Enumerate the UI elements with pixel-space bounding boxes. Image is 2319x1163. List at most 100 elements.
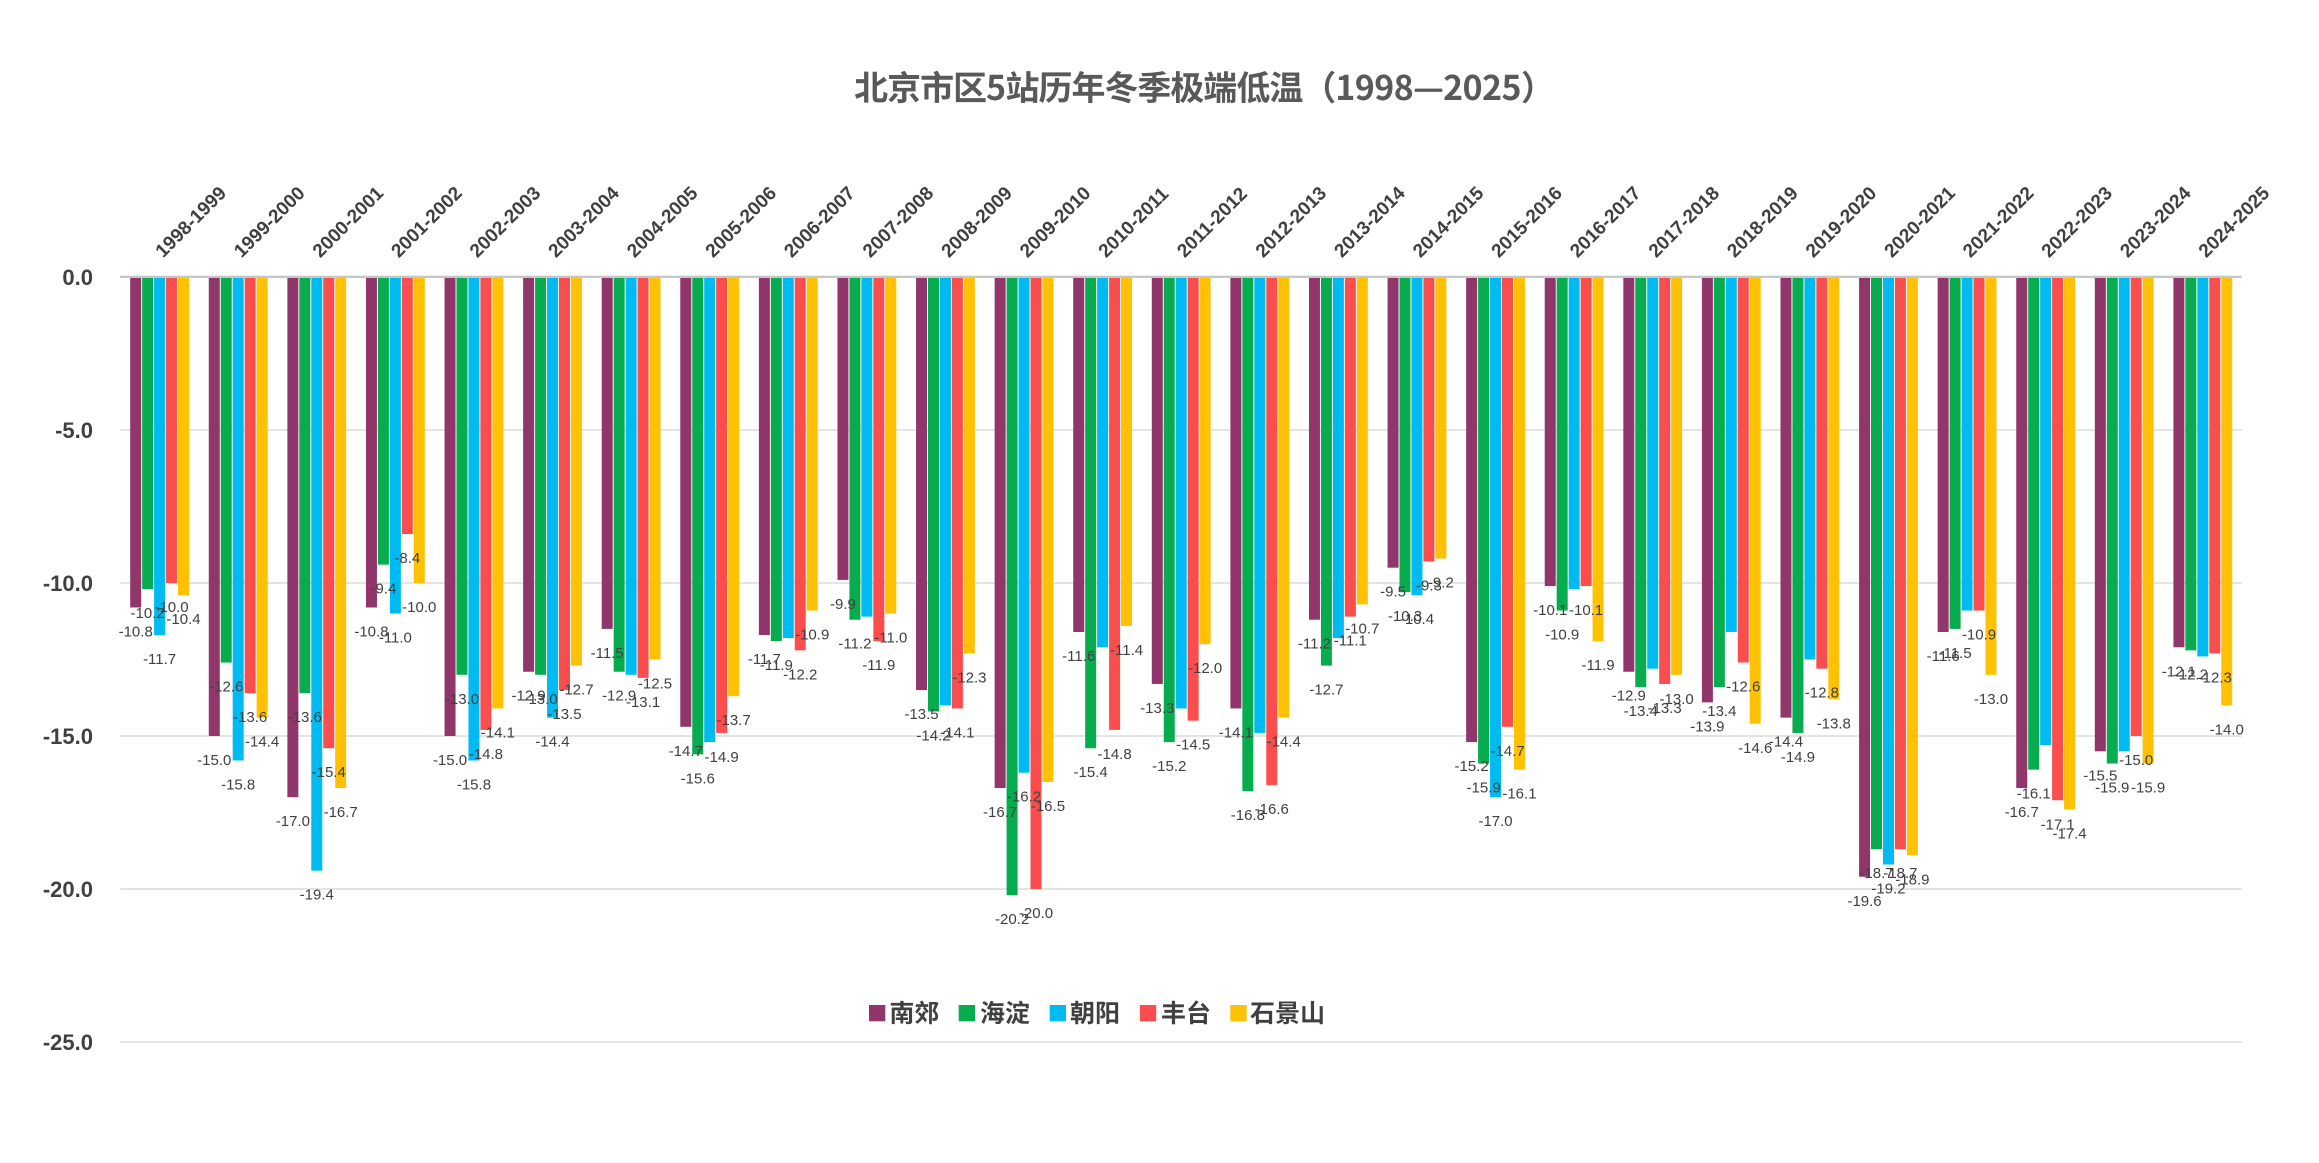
svg-text:-11.5: -11.5 [1939, 645, 1972, 662]
svg-text:-14.9: -14.9 [1781, 749, 1815, 766]
svg-text:-17.0: -17.0 [1478, 813, 1512, 830]
svg-text:-14.1: -14.1 [940, 724, 974, 741]
svg-text:-20.2: -20.2 [995, 911, 1029, 928]
svg-text:-14.8: -14.8 [469, 746, 503, 763]
svg-text:-15.5: -15.5 [2083, 767, 2117, 784]
svg-text:-16.8: -16.8 [1231, 807, 1265, 824]
svg-text:-10.0: -10.0 [43, 571, 93, 596]
svg-text:-10.9: -10.9 [1962, 627, 1996, 644]
svg-text:-14.8: -14.8 [1097, 746, 1131, 763]
svg-text:-13.6: -13.6 [233, 709, 267, 726]
svg-text:-13.1: -13.1 [626, 694, 660, 711]
svg-text:-15.0: -15.0 [43, 724, 93, 749]
svg-text:-16.5: -16.5 [1031, 798, 1065, 815]
svg-text:-17.4: -17.4 [2052, 825, 2086, 842]
svg-text:-15.4: -15.4 [312, 764, 346, 781]
svg-text:-15.9: -15.9 [2131, 780, 2165, 797]
svg-text:-15.0: -15.0 [2119, 752, 2153, 769]
svg-text:-12.7: -12.7 [559, 682, 593, 699]
svg-text:-15.8: -15.8 [221, 776, 255, 793]
svg-text:-9.2: -9.2 [1428, 575, 1454, 592]
svg-text:-11.0: -11.0 [379, 630, 412, 647]
svg-text:-13.6: -13.6 [288, 709, 322, 726]
svg-text:-14.7: -14.7 [669, 743, 703, 760]
svg-text:-18.7: -18.7 [1859, 865, 1893, 882]
svg-text:-10.8: -10.8 [354, 623, 388, 640]
svg-text:-20.0: -20.0 [1019, 905, 1053, 922]
svg-text:-13.3: -13.3 [1648, 700, 1682, 717]
svg-text:-13.0: -13.0 [1660, 691, 1694, 708]
svg-text:-19.2: -19.2 [1871, 881, 1905, 898]
svg-text:-16.2: -16.2 [1007, 789, 1041, 806]
svg-text:-17.0: -17.0 [276, 813, 310, 830]
svg-text:-14.4: -14.4 [1267, 734, 1301, 751]
svg-text:0.0: 0.0 [62, 265, 93, 290]
svg-text:-12.1: -12.1 [2162, 663, 2196, 680]
svg-text:-10.4: -10.4 [1400, 611, 1434, 628]
svg-text:-11.1: -11.1 [1334, 633, 1367, 650]
svg-text:-15.9: -15.9 [1466, 780, 1500, 797]
svg-text:-11.4: -11.4 [1110, 642, 1143, 659]
svg-text:-19.4: -19.4 [300, 887, 334, 904]
svg-text:-16.7: -16.7 [983, 804, 1017, 821]
svg-text:-15.9: -15.9 [2095, 780, 2129, 797]
svg-text:-16.1: -16.1 [2017, 786, 2051, 803]
svg-text:-12.3: -12.3 [2198, 669, 2232, 686]
svg-text:-12.8: -12.8 [1805, 685, 1839, 702]
svg-text:-16.7: -16.7 [2005, 804, 2039, 821]
svg-text:-8.4: -8.4 [394, 550, 420, 567]
svg-text:-13.9: -13.9 [1690, 718, 1724, 735]
svg-text:-10.2: -10.2 [131, 605, 165, 622]
svg-text:-12.2: -12.2 [783, 666, 817, 683]
svg-text:-9.9: -9.9 [830, 596, 856, 613]
svg-text:-10.0: -10.0 [154, 599, 188, 616]
svg-text:-10.9: -10.9 [1545, 627, 1579, 644]
svg-text:-14.7: -14.7 [1490, 743, 1524, 760]
svg-text:-12.2: -12.2 [2174, 666, 2208, 683]
svg-text:-15.4: -15.4 [1074, 764, 1108, 781]
svg-text:-16.6: -16.6 [1255, 801, 1289, 818]
svg-text:-15.2: -15.2 [1152, 758, 1186, 775]
svg-text:-14.1: -14.1 [1219, 724, 1253, 741]
svg-text:-15.0: -15.0 [197, 752, 231, 769]
svg-text:-9.3: -9.3 [1416, 578, 1442, 595]
svg-text:-14.4: -14.4 [1769, 734, 1803, 751]
svg-text:-9.5: -9.5 [1380, 584, 1406, 601]
svg-text:-11.7: -11.7 [143, 651, 176, 668]
svg-text:-15.8: -15.8 [457, 776, 491, 793]
svg-text:-11.9: -11.9 [760, 657, 793, 674]
svg-text:-25.0: -25.0 [43, 1030, 93, 1055]
svg-text:-10.8: -10.8 [119, 623, 153, 640]
svg-text:-18.9: -18.9 [1895, 871, 1929, 888]
svg-text:-10.9: -10.9 [795, 627, 829, 644]
svg-text:-11.9: -11.9 [1582, 657, 1615, 674]
svg-text:-14.2: -14.2 [916, 728, 950, 745]
svg-text:-12.9: -12.9 [1612, 688, 1646, 705]
svg-text:-12.7: -12.7 [1309, 682, 1343, 699]
svg-text:-18.7: -18.7 [1883, 865, 1917, 882]
svg-text:-14.9: -14.9 [705, 749, 739, 766]
svg-text:-13.4: -13.4 [1702, 703, 1736, 720]
svg-text:-10.0: -10.0 [402, 599, 436, 616]
svg-text:-10.4: -10.4 [166, 611, 200, 628]
svg-text:-11.2: -11.2 [838, 636, 871, 653]
svg-text:-10.3: -10.3 [1388, 608, 1422, 625]
svg-text:-12.5: -12.5 [638, 676, 672, 693]
svg-text:-10.7: -10.7 [1345, 620, 1379, 637]
svg-text:-11.9: -11.9 [862, 657, 895, 674]
svg-text:-13.0: -13.0 [523, 691, 557, 708]
svg-text:-13.5: -13.5 [904, 706, 938, 723]
svg-text:-10.1: -10.1 [1533, 602, 1567, 619]
svg-text:-19.6: -19.6 [1847, 893, 1881, 910]
svg-text:-12.9: -12.9 [512, 688, 546, 705]
svg-text:-15.2: -15.2 [1455, 758, 1489, 775]
svg-text:-12.6: -12.6 [209, 679, 243, 696]
svg-text:-11.2: -11.2 [1298, 636, 1331, 653]
svg-text:-13.8: -13.8 [1817, 715, 1851, 732]
svg-text:-9.4: -9.4 [370, 581, 396, 598]
svg-text:-14.5: -14.5 [1176, 737, 1210, 754]
svg-text:-11.7: -11.7 [748, 651, 781, 668]
svg-text:-13.5: -13.5 [547, 706, 581, 723]
svg-text:-20.0: -20.0 [43, 877, 93, 902]
svg-text:-11.5: -11.5 [591, 645, 624, 662]
